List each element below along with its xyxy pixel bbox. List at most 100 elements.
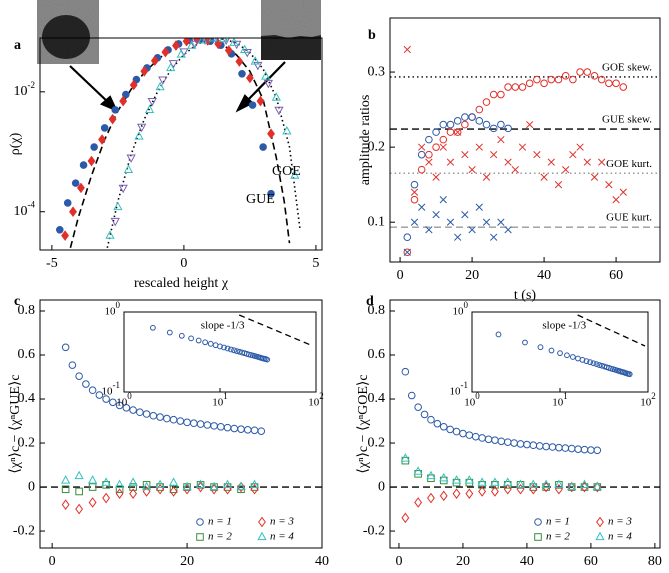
data-point bbox=[401, 367, 410, 376]
data-point bbox=[461, 211, 469, 219]
data-point bbox=[102, 395, 110, 403]
x-axis-label: rescaled height χ bbox=[134, 276, 229, 291]
legend-label: n = 3 bbox=[608, 516, 632, 528]
data-point bbox=[63, 199, 72, 207]
data-point bbox=[598, 158, 606, 166]
data-point bbox=[465, 488, 474, 499]
exponent: 0 bbox=[464, 300, 469, 310]
data-point bbox=[439, 472, 449, 482]
data-point bbox=[482, 218, 491, 226]
data-point bbox=[222, 38, 231, 46]
data-point bbox=[475, 117, 484, 125]
data-point bbox=[229, 38, 239, 46]
data-point bbox=[115, 488, 124, 499]
data-point bbox=[61, 230, 70, 241]
data-point bbox=[522, 339, 528, 346]
data-point bbox=[554, 479, 564, 488]
data-point bbox=[465, 431, 474, 439]
data-point bbox=[147, 97, 157, 107]
data-point bbox=[249, 479, 260, 488]
legend-item: n = 1 bbox=[196, 516, 232, 528]
data-point bbox=[122, 90, 130, 99]
data-point bbox=[533, 75, 541, 84]
data-point bbox=[176, 417, 185, 425]
data-point bbox=[504, 158, 512, 166]
data-point bbox=[446, 158, 455, 166]
data-point bbox=[61, 485, 70, 494]
data-point bbox=[425, 135, 433, 144]
data-point bbox=[414, 403, 422, 411]
data-point bbox=[454, 128, 462, 136]
data-point bbox=[567, 481, 576, 493]
data-point bbox=[209, 481, 219, 491]
data-point bbox=[529, 441, 538, 450]
data-point bbox=[115, 401, 124, 410]
data-point bbox=[432, 143, 440, 151]
data-point bbox=[612, 79, 620, 88]
data-point bbox=[129, 79, 138, 91]
inset-x-tick-label: 100 bbox=[464, 391, 480, 408]
legend-label: n = 2 bbox=[546, 531, 570, 543]
data-point bbox=[518, 143, 527, 151]
legend-marker bbox=[596, 516, 604, 528]
data-point bbox=[267, 189, 275, 198]
inset-plot-area bbox=[149, 324, 271, 363]
data-point bbox=[400, 453, 410, 462]
data-point bbox=[237, 425, 245, 433]
data-point bbox=[427, 492, 435, 504]
data-point bbox=[245, 72, 254, 84]
data-point bbox=[587, 446, 595, 454]
data-point bbox=[239, 44, 250, 54]
x-tick-label: 20 bbox=[465, 268, 479, 283]
data-point bbox=[596, 362, 603, 368]
data-point bbox=[626, 371, 633, 378]
inset-y-tick-label: 10-1 bbox=[102, 380, 121, 397]
y-tick-label: 0.2 bbox=[18, 435, 36, 450]
data-point bbox=[203, 421, 212, 429]
exponent: 1 bbox=[223, 391, 228, 401]
data-point bbox=[475, 105, 484, 114]
y-axis-label: ⟨χⁿ⟩c − ⟨χⁿGOE⟩c bbox=[356, 374, 371, 473]
data-point bbox=[490, 150, 498, 159]
data-point bbox=[590, 360, 597, 367]
data-point bbox=[592, 481, 602, 491]
data-point bbox=[503, 477, 513, 486]
data-point bbox=[231, 347, 237, 354]
data-point bbox=[489, 124, 498, 133]
inset-y-tick-label: 10-1 bbox=[450, 380, 469, 397]
data-point bbox=[425, 226, 433, 234]
axes-frame bbox=[39, 299, 323, 549]
data-point bbox=[452, 427, 461, 436]
data-point bbox=[238, 69, 246, 78]
data-point bbox=[210, 422, 218, 430]
data-point bbox=[111, 106, 120, 114]
data-point bbox=[540, 173, 548, 181]
inset-background bbox=[124, 312, 316, 392]
data-point bbox=[459, 429, 467, 438]
data-point bbox=[250, 56, 260, 65]
data-point bbox=[100, 124, 109, 132]
inset-background bbox=[472, 312, 648, 392]
data-point bbox=[579, 479, 590, 488]
inset-y-tick-label: 100 bbox=[453, 300, 469, 317]
data-point bbox=[489, 90, 498, 99]
data-point bbox=[516, 483, 525, 495]
data-point bbox=[166, 62, 176, 72]
data-point bbox=[71, 179, 80, 187]
data-point bbox=[137, 123, 147, 133]
exponent: 2 bbox=[651, 391, 656, 401]
data-point bbox=[541, 479, 551, 488]
data-point bbox=[580, 445, 589, 454]
data-point bbox=[188, 335, 195, 342]
data-point bbox=[410, 195, 419, 204]
data-point bbox=[212, 38, 219, 44]
slope-guide bbox=[238, 314, 314, 347]
data-point bbox=[497, 135, 505, 144]
data-point bbox=[439, 422, 448, 431]
data-point bbox=[576, 143, 584, 151]
data-point bbox=[593, 446, 602, 455]
data-point bbox=[468, 166, 476, 174]
data-point bbox=[102, 492, 111, 504]
data-point bbox=[516, 440, 525, 448]
data-point bbox=[228, 346, 234, 353]
